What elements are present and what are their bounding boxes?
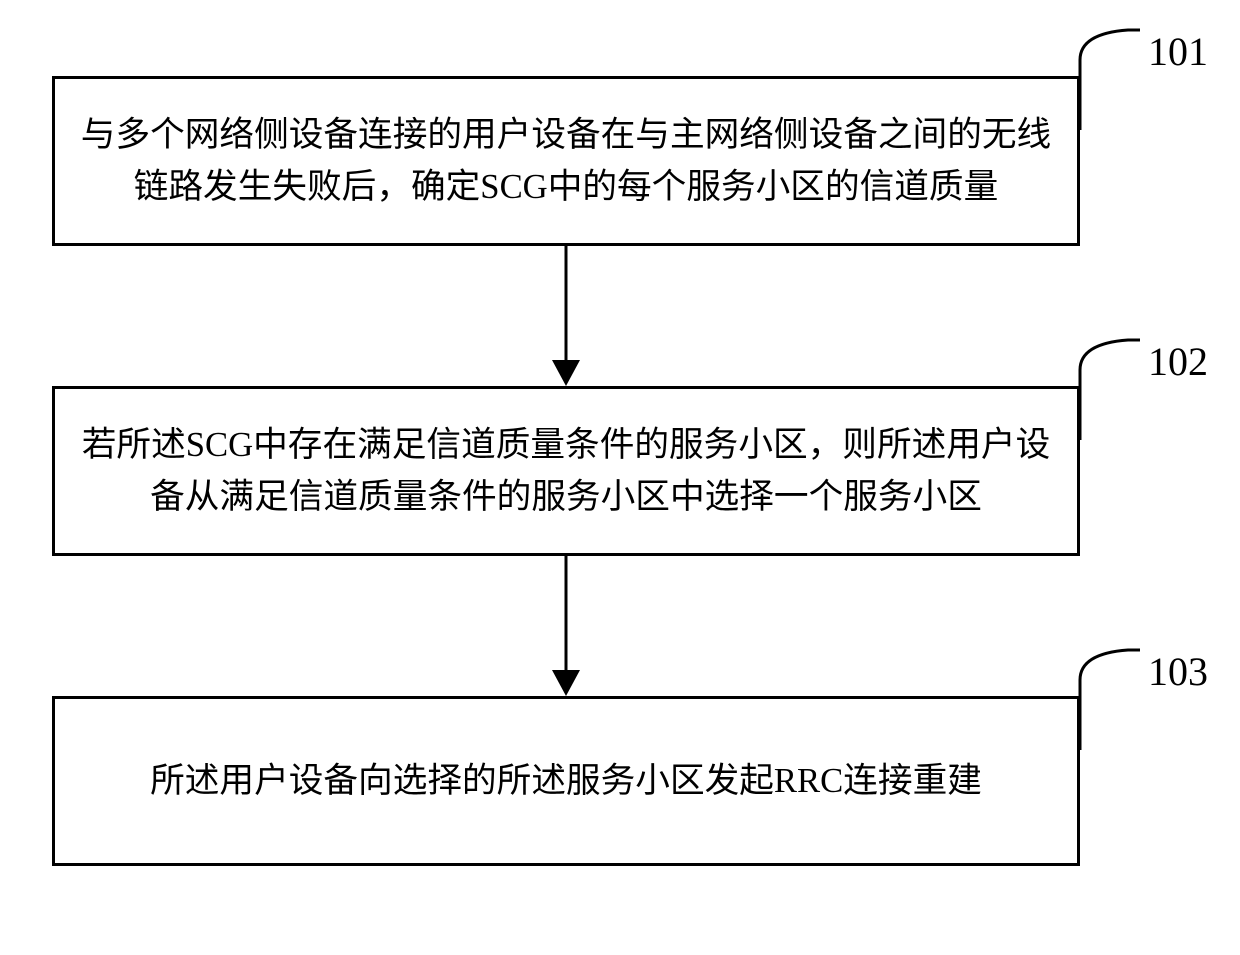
step-label-103: 103 [1148, 648, 1208, 695]
flow-step-102: 若所述SCG中存在满足信道质量条件的服务小区，则所述用户设备从满足信道质量条件的… [52, 386, 1080, 556]
leader-101 [1080, 30, 1140, 130]
flow-step-101: 与多个网络侧设备连接的用户设备在与主网络侧设备之间的无线链路发生失败后，确定SC… [52, 76, 1080, 246]
leader-103 [1080, 650, 1140, 750]
leader-102 [1080, 340, 1140, 440]
flow-step-101-text: 与多个网络侧设备连接的用户设备在与主网络侧设备之间的无线链路发生失败后，确定SC… [55, 109, 1077, 213]
arrow-101-to-102 [552, 246, 580, 386]
step-label-102: 102 [1148, 338, 1208, 385]
arrow-head-icon [552, 360, 580, 386]
arrow-102-to-103 [552, 556, 580, 696]
arrow-head-icon [552, 670, 580, 696]
flow-step-103-text: 所述用户设备向选择的所述服务小区发起RRC连接重建 [55, 755, 1077, 807]
step-label-101: 101 [1148, 28, 1208, 75]
flow-step-103: 所述用户设备向选择的所述服务小区发起RRC连接重建 [52, 696, 1080, 866]
flow-step-102-text: 若所述SCG中存在满足信道质量条件的服务小区，则所述用户设备从满足信道质量条件的… [55, 419, 1077, 523]
